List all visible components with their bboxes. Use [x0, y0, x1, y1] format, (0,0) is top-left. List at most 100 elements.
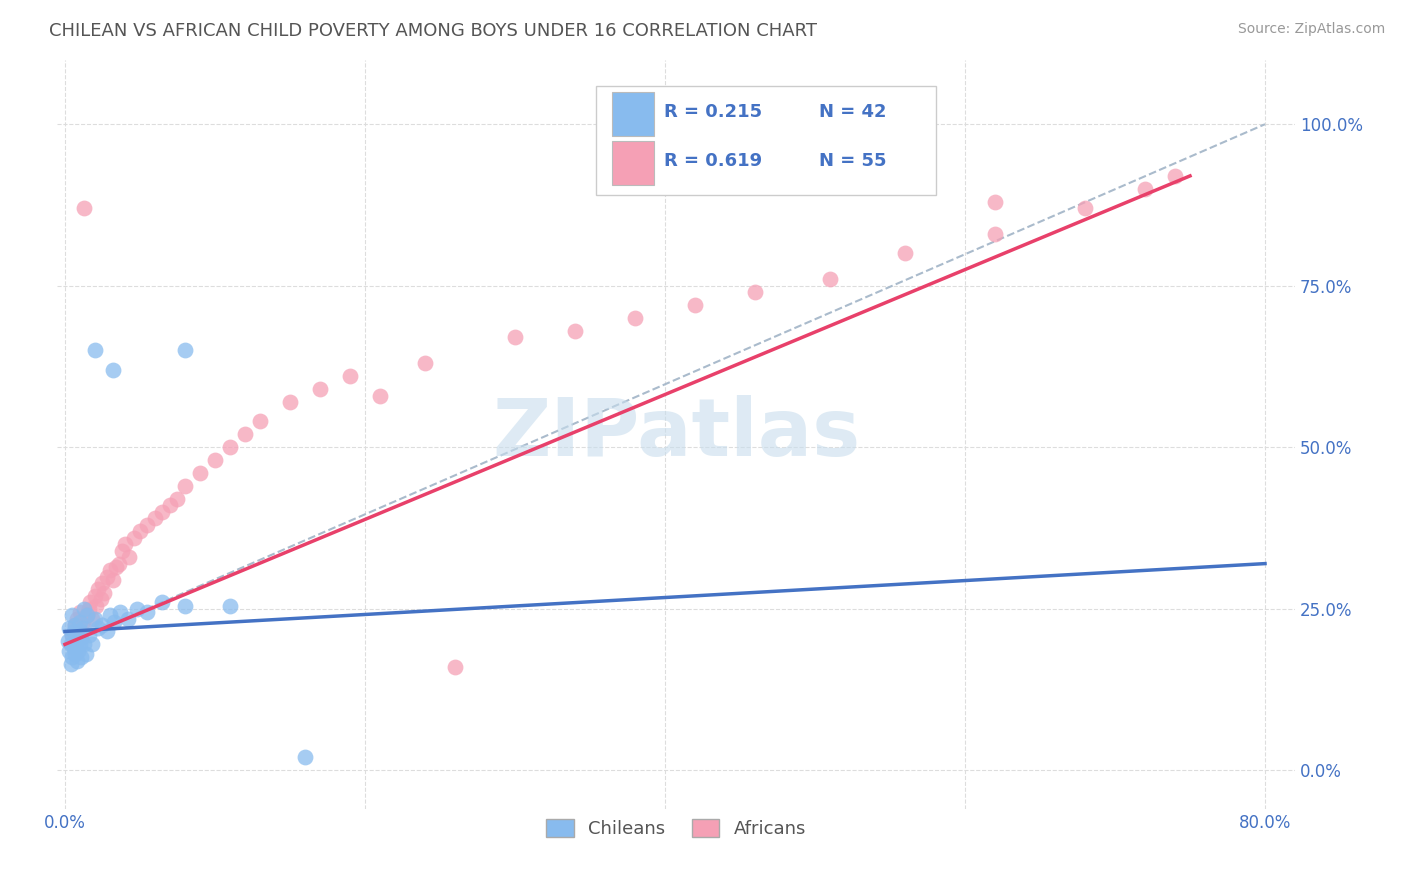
- Point: [65, 647, 87, 661]
- Point: [413, 356, 436, 370]
- Point: [63, 640, 86, 655]
- Point: [129, 524, 152, 539]
- Point: [309, 382, 332, 396]
- Point: [278, 395, 301, 409]
- Point: [66, 634, 89, 648]
- Point: [67, 621, 90, 635]
- Point: [624, 311, 647, 326]
- Point: [104, 559, 127, 574]
- Point: [84, 343, 107, 358]
- Point: [70, 631, 93, 645]
- Point: [294, 750, 316, 764]
- Point: [103, 615, 125, 629]
- FancyBboxPatch shape: [596, 86, 936, 194]
- Point: [73, 637, 96, 651]
- Point: [65, 618, 87, 632]
- Point: [444, 660, 467, 674]
- Point: [69, 615, 91, 629]
- Point: [564, 324, 586, 338]
- Point: [86, 599, 108, 613]
- Text: R = 0.215: R = 0.215: [664, 103, 762, 121]
- Point: [62, 650, 84, 665]
- Point: [98, 608, 121, 623]
- Point: [101, 573, 124, 587]
- Point: [368, 388, 391, 402]
- Point: [96, 569, 118, 583]
- Point: [152, 595, 174, 609]
- Point: [984, 194, 1007, 209]
- Point: [98, 563, 121, 577]
- Point: [80, 637, 103, 651]
- Point: [67, 644, 90, 658]
- Point: [62, 608, 84, 623]
- Point: [63, 624, 86, 639]
- Point: [1164, 169, 1187, 183]
- Point: [58, 644, 80, 658]
- Point: [75, 647, 97, 661]
- Point: [87, 582, 110, 597]
- Point: [70, 650, 93, 665]
- Point: [174, 479, 197, 493]
- Point: [77, 628, 100, 642]
- Point: [69, 605, 91, 619]
- Legend: Chileans, Africans: Chileans, Africans: [538, 812, 813, 845]
- Point: [79, 595, 101, 609]
- Point: [73, 602, 96, 616]
- Point: [984, 227, 1007, 241]
- Point: [84, 589, 107, 603]
- Point: [59, 637, 82, 651]
- Point: [76, 608, 98, 623]
- Point: [204, 453, 226, 467]
- Point: [96, 624, 118, 639]
- Point: [166, 491, 188, 506]
- Point: [62, 628, 84, 642]
- Point: [110, 605, 132, 619]
- Point: [117, 611, 139, 625]
- Point: [65, 618, 87, 632]
- Point: [152, 505, 174, 519]
- Point: [744, 285, 766, 300]
- Point: [108, 557, 131, 571]
- Point: [56, 634, 79, 648]
- Point: [59, 657, 82, 671]
- Point: [101, 363, 124, 377]
- Point: [683, 298, 706, 312]
- Point: [66, 653, 89, 667]
- Point: [1074, 201, 1097, 215]
- Point: [122, 531, 145, 545]
- Point: [125, 602, 148, 616]
- Point: [219, 599, 242, 613]
- Point: [136, 605, 159, 619]
- Text: N = 42: N = 42: [818, 103, 886, 121]
- Text: N = 55: N = 55: [818, 152, 886, 170]
- Point: [90, 592, 112, 607]
- Point: [93, 585, 115, 599]
- Point: [249, 414, 271, 428]
- Point: [111, 543, 134, 558]
- Point: [87, 621, 110, 635]
- Point: [143, 511, 166, 525]
- FancyBboxPatch shape: [612, 92, 654, 136]
- Point: [66, 611, 89, 625]
- Point: [76, 608, 98, 623]
- Point: [503, 330, 526, 344]
- Text: CHILEAN VS AFRICAN CHILD POVERTY AMONG BOYS UNDER 16 CORRELATION CHART: CHILEAN VS AFRICAN CHILD POVERTY AMONG B…: [49, 22, 817, 40]
- Point: [1133, 182, 1156, 196]
- Point: [339, 369, 361, 384]
- Point: [894, 246, 917, 260]
- Point: [174, 343, 197, 358]
- Point: [91, 576, 114, 591]
- Point: [114, 537, 136, 551]
- Point: [136, 517, 159, 532]
- Point: [72, 615, 94, 629]
- Point: [62, 628, 84, 642]
- Point: [58, 621, 80, 635]
- Point: [67, 628, 90, 642]
- Point: [219, 440, 242, 454]
- Point: [69, 637, 91, 651]
- Text: R = 0.619: R = 0.619: [664, 152, 762, 170]
- Point: [80, 611, 103, 625]
- Point: [233, 427, 256, 442]
- Text: ZIPatlas: ZIPatlas: [492, 395, 860, 474]
- Point: [84, 611, 107, 625]
